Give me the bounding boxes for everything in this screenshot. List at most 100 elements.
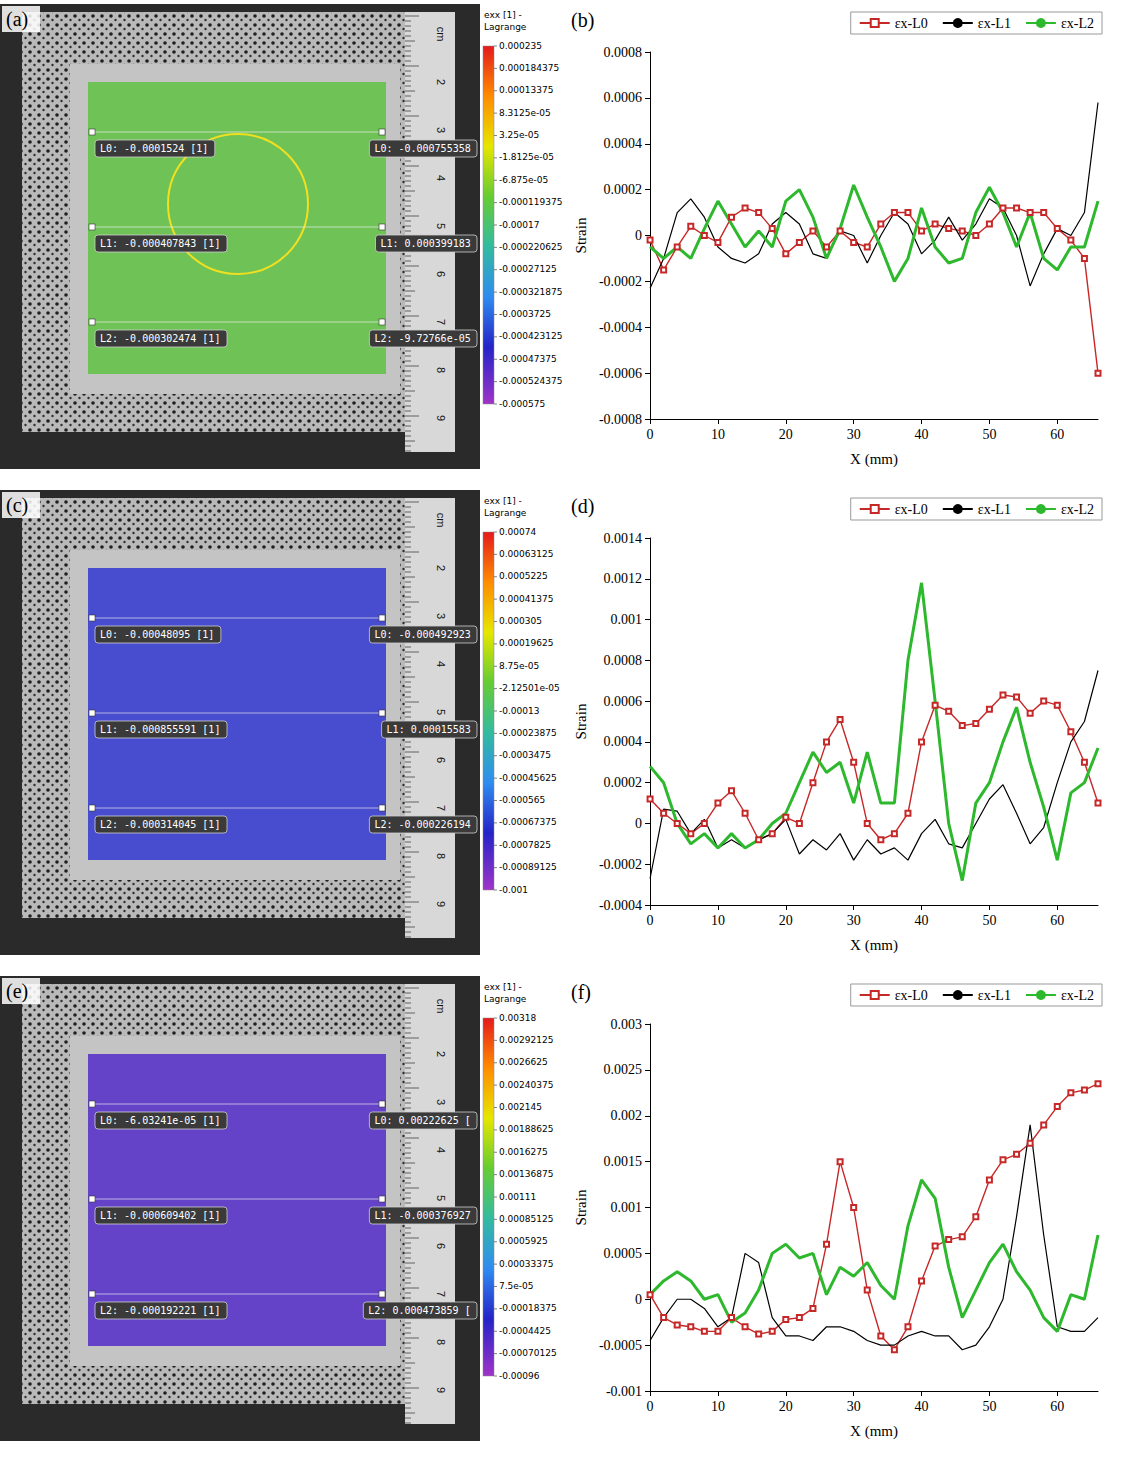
svg-text:20: 20 (779, 1399, 793, 1414)
svg-text:L0: -0.0001524 [1]: L0: -0.0001524 [1] (100, 143, 208, 154)
svg-text:0.0005925: 0.0005925 (499, 1236, 548, 1246)
svg-text:0.0005: 0.0005 (604, 1246, 643, 1261)
svg-text:8: 8 (435, 367, 447, 373)
svg-text:0.0004: 0.0004 (604, 136, 643, 151)
svg-text:7: 7 (435, 319, 447, 325)
svg-text:0.00188625: 0.00188625 (499, 1124, 553, 1134)
svg-text:0.00240375: 0.00240375 (499, 1080, 553, 1090)
svg-text:10: 10 (711, 913, 725, 928)
svg-text:exx [1] -: exx [1] - (484, 10, 522, 20)
svg-text:40: 40 (915, 913, 929, 928)
svg-text:0.00111: 0.00111 (499, 1192, 536, 1202)
svg-text:-0.00017: -0.00017 (499, 220, 539, 230)
svg-text:0.0002: 0.0002 (604, 182, 643, 197)
svg-text:X (mm): X (mm) (850, 451, 898, 468)
svg-text:0.003: 0.003 (611, 1017, 643, 1032)
svg-text:9: 9 (435, 1387, 447, 1393)
svg-text:L0: -0.000755358: L0: -0.000755358 (374, 143, 470, 154)
svg-text:εx-L1: εx-L1 (978, 16, 1011, 31)
svg-text:0: 0 (635, 816, 642, 831)
svg-text:-0.000220625: -0.000220625 (499, 242, 562, 252)
svg-text:-0.0007825: -0.0007825 (499, 840, 551, 850)
svg-text:2: 2 (435, 565, 447, 571)
svg-text:0.00085125: 0.00085125 (499, 1214, 553, 1224)
svg-text:20: 20 (779, 913, 793, 928)
svg-text:0.00292125: 0.00292125 (499, 1035, 553, 1045)
svg-text:εx-L0: εx-L0 (895, 16, 928, 31)
svg-text:50: 50 (982, 427, 996, 442)
svg-text:-0.000575: -0.000575 (499, 399, 545, 409)
svg-text:L2: 0.000473859 [: L2: 0.000473859 [ (368, 1305, 470, 1316)
svg-text:εx-L0: εx-L0 (895, 988, 928, 1003)
svg-text:5: 5 (435, 223, 447, 229)
svg-text:L0: -0.000492923: L0: -0.000492923 (374, 629, 470, 640)
svg-text:0.00013375: 0.00013375 (499, 85, 553, 95)
svg-text:30: 30 (847, 913, 861, 928)
svg-text:-0.00070125: -0.00070125 (499, 1348, 557, 1358)
svg-text:0.0008: 0.0008 (604, 45, 643, 60)
svg-text:7: 7 (435, 1291, 447, 1297)
svg-text:0.002: 0.002 (611, 1108, 643, 1123)
svg-text:6: 6 (435, 757, 447, 763)
svg-text:(b): (b) (571, 9, 594, 32)
svg-text:0.00019625: 0.00019625 (499, 638, 553, 648)
svg-text:4: 4 (435, 661, 447, 667)
svg-text:L0: -0.00048095 [1]: L0: -0.00048095 [1] (100, 629, 214, 640)
svg-text:7.5e-05: 7.5e-05 (499, 1281, 534, 1291)
svg-text:-0.0004: -0.0004 (599, 898, 642, 913)
svg-text:(a): (a) (6, 8, 28, 31)
svg-text:8: 8 (435, 1339, 447, 1345)
svg-text:-0.00027125: -0.00027125 (499, 264, 557, 274)
svg-text:-0.00067375: -0.00067375 (499, 817, 557, 827)
svg-text:L1: -0.000855591 [1]: L1: -0.000855591 [1] (100, 724, 220, 735)
svg-text:Strain: Strain (573, 703, 589, 739)
svg-text:-0.0004425: -0.0004425 (499, 1326, 551, 1336)
svg-text:6: 6 (435, 271, 447, 277)
svg-text:(c): (c) (6, 494, 28, 517)
svg-text:L2: -0.000226194: L2: -0.000226194 (374, 819, 470, 830)
svg-text:0.000235: 0.000235 (499, 41, 542, 51)
svg-text:0.001: 0.001 (611, 612, 643, 627)
svg-text:0.00041375: 0.00041375 (499, 594, 553, 604)
svg-text:9: 9 (435, 901, 447, 907)
svg-text:0.0006: 0.0006 (604, 694, 643, 709)
svg-text:2: 2 (435, 79, 447, 85)
svg-text:0.00033375: 0.00033375 (499, 1259, 553, 1269)
svg-text:0.0014: 0.0014 (604, 531, 643, 546)
svg-text:8.3125e-05: 8.3125e-05 (499, 108, 551, 118)
svg-text:-6.875e-05: -6.875e-05 (499, 175, 548, 185)
svg-text:50: 50 (982, 913, 996, 928)
svg-text:-0.001: -0.001 (606, 1384, 642, 1399)
svg-text:5: 5 (435, 1195, 447, 1201)
svg-text:8: 8 (435, 853, 447, 859)
svg-text:0: 0 (647, 1399, 654, 1414)
svg-text:-0.00096: -0.00096 (499, 1371, 540, 1381)
svg-text:-2.12501e-05: -2.12501e-05 (499, 683, 560, 693)
svg-text:0: 0 (647, 427, 654, 442)
svg-text:-0.00013: -0.00013 (499, 706, 539, 716)
svg-text:-0.0003475: -0.0003475 (499, 750, 551, 760)
svg-text:-0.000423125: -0.000423125 (499, 331, 562, 341)
svg-text:0.00074: 0.00074 (499, 527, 536, 537)
svg-text:3: 3 (435, 127, 447, 133)
svg-text:(e): (e) (6, 980, 28, 1003)
svg-text:2: 2 (435, 1051, 447, 1057)
svg-text:-0.001: -0.001 (499, 885, 528, 895)
svg-text:cm: cm (435, 513, 447, 528)
svg-text:cm: cm (435, 999, 447, 1014)
svg-text:10: 10 (711, 1399, 725, 1414)
svg-text:20: 20 (779, 427, 793, 442)
svg-text:exx [1] -: exx [1] - (484, 982, 522, 992)
svg-text:X (mm): X (mm) (850, 937, 898, 954)
svg-text:(f): (f) (571, 981, 591, 1004)
svg-text:-0.000119375: -0.000119375 (499, 197, 562, 207)
svg-text:εx-L2: εx-L2 (1061, 988, 1094, 1003)
svg-text:εx-L2: εx-L2 (1061, 16, 1094, 31)
svg-text:0.0016275: 0.0016275 (499, 1147, 548, 1157)
svg-text:0.001: 0.001 (611, 1200, 643, 1215)
svg-text:εx-L0: εx-L0 (895, 502, 928, 517)
svg-text:Strain: Strain (573, 217, 589, 253)
svg-text:60: 60 (1050, 1399, 1064, 1414)
svg-text:L1: -0.000609402 [1]: L1: -0.000609402 [1] (100, 1210, 220, 1221)
svg-text:-0.00089125: -0.00089125 (499, 862, 557, 872)
